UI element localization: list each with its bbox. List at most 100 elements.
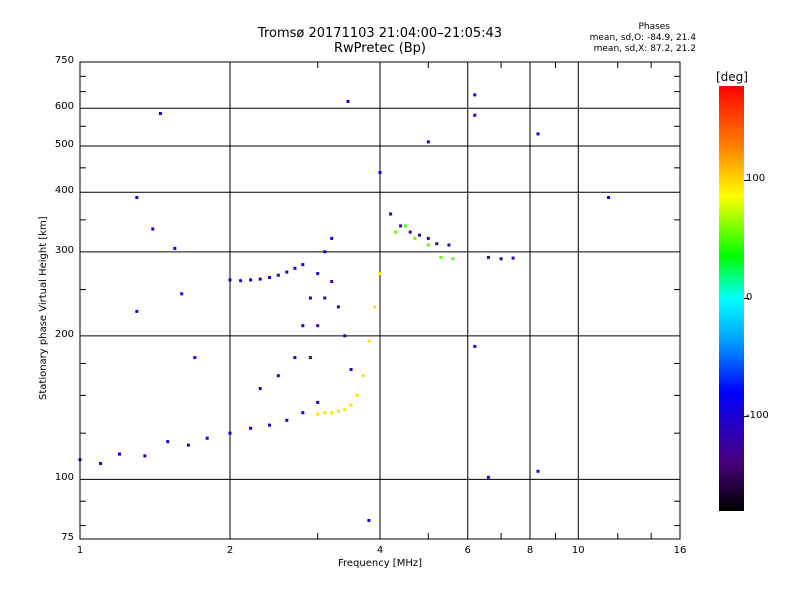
chart-subtitle: RwPretec (Bp) <box>333 41 427 56</box>
data-point <box>336 305 340 309</box>
data-point <box>301 263 305 267</box>
data-point <box>285 418 289 422</box>
data-point <box>499 257 503 261</box>
y-tick-label: 75 <box>61 532 74 543</box>
data-point <box>336 409 340 413</box>
data-point <box>394 230 398 234</box>
data-point <box>316 324 320 328</box>
data-point <box>258 387 262 391</box>
phase-stats: Phases mean, sd,O: -84.9, 21.4 mean, sd,… <box>590 22 696 55</box>
data-point <box>258 277 262 281</box>
data-point <box>276 273 280 277</box>
data-point <box>330 411 334 415</box>
data-point <box>426 140 430 144</box>
data-point <box>186 443 190 447</box>
colorbar-tick-label: -100 <box>746 409 769 421</box>
colorbar-tick-label: 100 <box>746 173 766 185</box>
data-point <box>607 196 610 199</box>
data-points <box>78 93 610 522</box>
data-point <box>355 393 359 397</box>
data-point <box>118 452 121 456</box>
data-point <box>486 255 490 259</box>
chart-title: Tromsø 20171103 21:04:00–21:05:43 <box>257 26 503 41</box>
phase-stats-header: Phases <box>638 22 670 32</box>
data-point <box>373 305 376 309</box>
data-point <box>249 278 253 282</box>
y-tick-label: 500 <box>54 138 74 150</box>
data-point <box>301 324 305 328</box>
data-point <box>349 368 353 371</box>
data-point <box>239 279 243 283</box>
data-point <box>439 255 443 259</box>
phase-stats-x: mean, sd,X: 87.2, 21.2 <box>593 44 696 54</box>
phase-stats-o: mean, sd,O: -84.9, 21.4 <box>589 33 696 43</box>
data-point <box>158 112 162 115</box>
data-point <box>418 233 421 237</box>
data-point <box>378 171 382 174</box>
data-point <box>323 296 327 300</box>
x-tick-label: 2 <box>226 545 234 556</box>
data-point <box>166 440 170 444</box>
data-point <box>268 276 271 279</box>
grid-lines <box>80 62 749 539</box>
data-point <box>268 423 271 427</box>
data-point <box>293 266 297 270</box>
y-tick-label: 750 <box>54 55 74 66</box>
data-point <box>473 344 477 348</box>
data-point <box>536 132 540 136</box>
data-point <box>378 272 382 276</box>
data-point <box>135 196 139 199</box>
data-point <box>249 426 253 430</box>
data-point <box>426 236 430 240</box>
y-tick-label: 400 <box>54 185 74 197</box>
x-tick-label: 1 <box>76 545 84 556</box>
data-point <box>408 230 412 234</box>
data-point <box>536 469 540 473</box>
x-axis-label: Frequency [MHz] <box>337 558 423 569</box>
data-point <box>143 454 147 458</box>
colorbar-unit: [deg] <box>716 70 748 84</box>
data-point <box>367 339 371 343</box>
data-point <box>486 475 490 479</box>
data-point <box>301 411 305 415</box>
data-point <box>473 113 477 117</box>
data-point <box>367 519 371 522</box>
data-point <box>228 431 232 435</box>
data-point <box>316 272 320 276</box>
data-point <box>173 246 177 250</box>
y-tick-label: 200 <box>54 328 74 340</box>
data-point <box>361 374 365 378</box>
data-point <box>308 296 312 300</box>
data-point <box>389 212 393 216</box>
y-tick-label: 100 <box>54 472 74 484</box>
x-tick-label: 4 <box>376 545 384 556</box>
data-point <box>413 236 417 240</box>
data-point <box>180 292 184 296</box>
colorbar-tick-label: 0 <box>746 291 753 303</box>
data-point <box>228 278 232 282</box>
data-point <box>447 243 451 247</box>
data-point <box>399 224 403 228</box>
data-point <box>193 356 197 360</box>
x-tick-label: 8 <box>526 545 534 556</box>
plot-frame <box>79 61 681 540</box>
data-point <box>426 243 430 247</box>
y-tick-label: 600 <box>54 101 74 113</box>
y-tick-label: 300 <box>54 244 74 256</box>
data-point <box>343 334 347 338</box>
x-tick-label: 6 <box>464 545 471 556</box>
data-point <box>205 436 209 440</box>
data-point <box>435 242 439 246</box>
data-point <box>276 374 280 378</box>
data-point <box>316 400 320 404</box>
data-point <box>349 403 353 407</box>
data-point <box>308 356 312 360</box>
data-point <box>293 356 297 360</box>
data-point <box>451 257 455 261</box>
x-tick-label: 16 <box>673 545 687 556</box>
data-point <box>285 270 289 274</box>
data-point <box>316 412 320 416</box>
data-point <box>346 99 350 103</box>
data-point <box>330 236 334 240</box>
